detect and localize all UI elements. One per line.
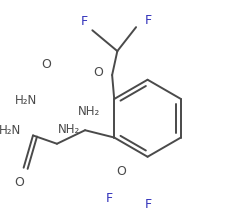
- Text: NH₂: NH₂: [78, 105, 100, 118]
- Text: F: F: [105, 192, 112, 205]
- Text: O: O: [116, 165, 126, 178]
- Text: H₂N: H₂N: [15, 94, 37, 107]
- Text: F: F: [144, 198, 151, 211]
- Text: O: O: [93, 67, 103, 80]
- Text: F: F: [80, 15, 87, 28]
- Text: H₂N: H₂N: [0, 124, 21, 137]
- Text: NH₂: NH₂: [58, 123, 80, 136]
- Text: O: O: [14, 176, 24, 189]
- Text: F: F: [144, 14, 151, 27]
- Text: O: O: [41, 58, 51, 71]
